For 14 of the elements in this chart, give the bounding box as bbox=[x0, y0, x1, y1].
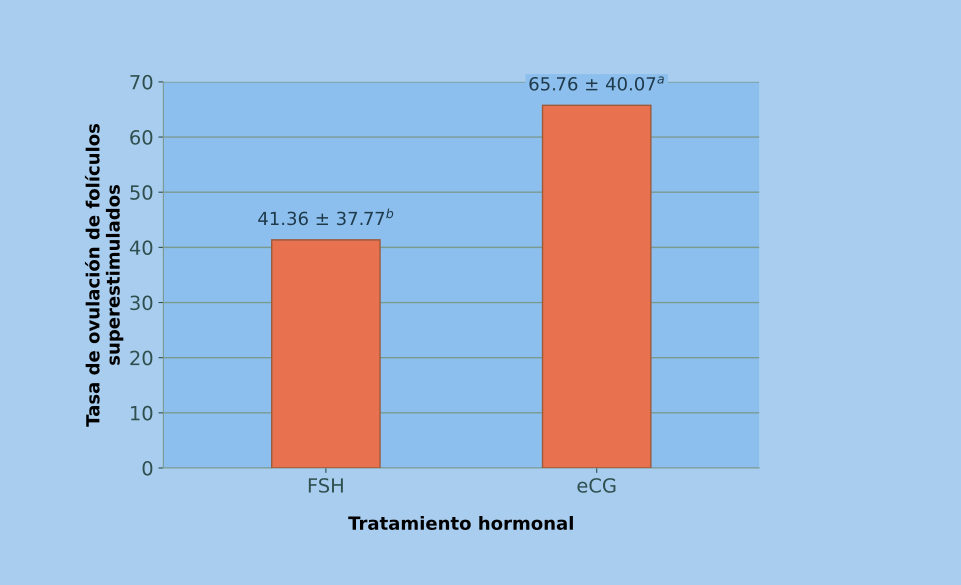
y-tick-label: 30 bbox=[130, 295, 152, 310]
y-tick-label: 60 bbox=[130, 130, 152, 145]
y-tick-label: 50 bbox=[130, 185, 152, 200]
y-axis-title: Tasa de ovulación de folículos superestimulados bbox=[84, 124, 124, 427]
data-label: 65.76 ± 40.07$^{a}$ bbox=[529, 76, 664, 91]
x-axis-title: Tratamiento hormonal bbox=[348, 516, 573, 530]
x-tick-label: eCG bbox=[577, 478, 616, 493]
y-tick-label: 20 bbox=[130, 350, 152, 366]
x-tick-label: FSH bbox=[308, 478, 343, 493]
y-tick-label: 40 bbox=[130, 240, 152, 256]
y-tick-label: 0 bbox=[142, 460, 152, 476]
y-tick-label: 10 bbox=[131, 406, 152, 421]
data-label: 41.36 ± 37.77$^{b}$ bbox=[258, 208, 394, 226]
y-tick-label: 70 bbox=[130, 74, 152, 90]
